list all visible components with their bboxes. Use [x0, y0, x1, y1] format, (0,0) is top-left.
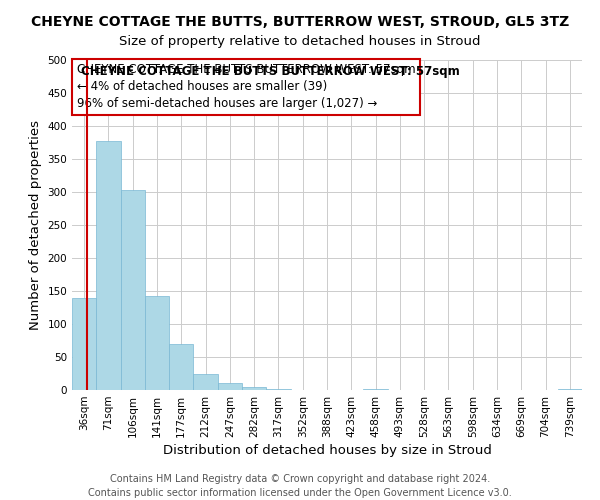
Bar	[121, 190, 145, 390]
Bar	[72, 298, 96, 390]
Bar	[218, 384, 242, 390]
Y-axis label: Number of detached properties: Number of detached properties	[29, 120, 42, 330]
Bar	[364, 388, 388, 390]
Text: CHEYNE COTTAGE THE BUTTS BUTTERROW WEST: 57sqm
← 4% of detached houses are small: CHEYNE COTTAGE THE BUTTS BUTTERROW WEST:…	[77, 64, 416, 110]
Text: CHEYNE COTTAGE THE BUTTS BUTTERROW WEST: 57sqm: CHEYNE COTTAGE THE BUTTS BUTTERROW WEST:…	[81, 65, 460, 78]
Bar	[193, 374, 218, 390]
Bar	[145, 296, 169, 390]
Bar	[169, 344, 193, 390]
Bar	[96, 140, 121, 390]
Text: Contains HM Land Registry data © Crown copyright and database right 2024.
Contai: Contains HM Land Registry data © Crown c…	[88, 474, 512, 498]
Bar	[266, 388, 290, 390]
Bar	[558, 388, 582, 390]
X-axis label: Distribution of detached houses by size in Stroud: Distribution of detached houses by size …	[163, 444, 491, 457]
Text: CHEYNE COTTAGE THE BUTTS, BUTTERROW WEST, STROUD, GL5 3TZ: CHEYNE COTTAGE THE BUTTS, BUTTERROW WEST…	[31, 15, 569, 29]
Bar	[242, 386, 266, 390]
Text: Size of property relative to detached houses in Stroud: Size of property relative to detached ho…	[119, 35, 481, 48]
